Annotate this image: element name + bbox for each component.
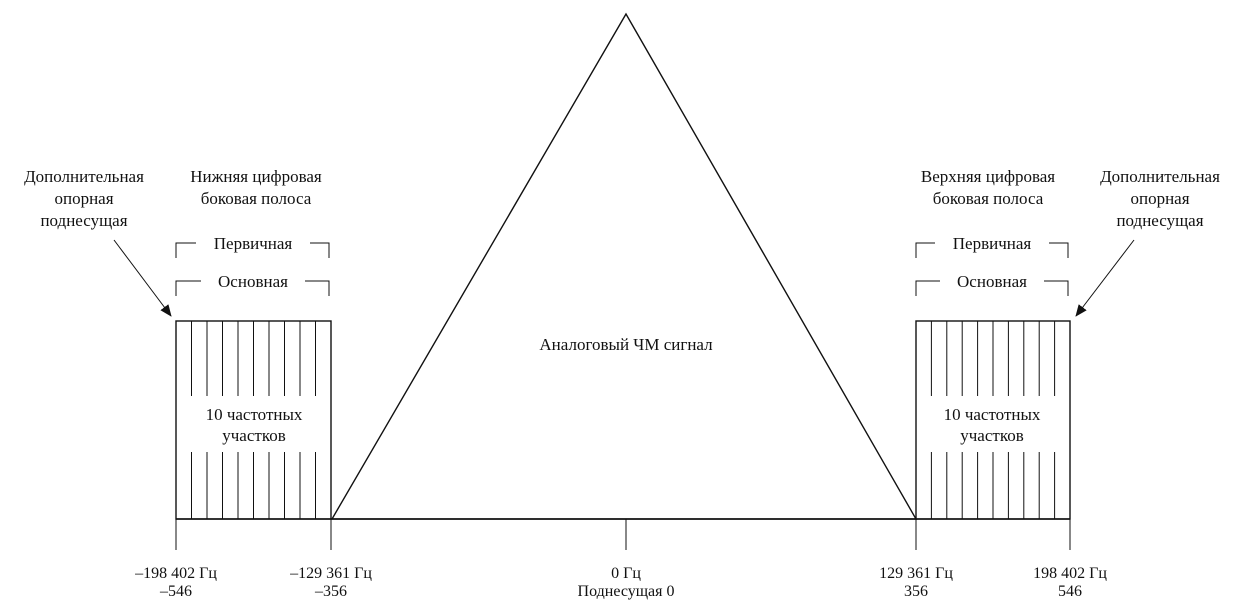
tick-label-subcarrier: –356 bbox=[314, 583, 347, 600]
lower-sideband: 10 частотных участков Нижняя цифровая бо… bbox=[24, 167, 332, 520]
upper-reference-arrow bbox=[1075, 239, 1135, 317]
upper-partitions-label-box bbox=[921, 396, 1062, 452]
tick-label-freq: –198 402 Гц bbox=[134, 565, 217, 582]
lower-partitions-label-line1: 10 частотных bbox=[206, 405, 303, 424]
tick-label-subcarrier: 356 bbox=[904, 583, 928, 600]
lower-reference-line3: поднесущая bbox=[40, 211, 127, 230]
lower-reference-line2: опорная bbox=[54, 189, 113, 208]
lower-reference-arrow bbox=[113, 239, 172, 317]
lower-partitions-label-line2: участков bbox=[222, 426, 286, 445]
upper-main-bracket-left bbox=[915, 280, 940, 296]
lower-primary-label: Первичная bbox=[214, 234, 293, 253]
analog-fm-triangle bbox=[330, 12, 918, 520]
tick-label-subcarrier: Поднесущая 0 bbox=[578, 583, 675, 600]
upper-primary-bracket-right bbox=[1049, 242, 1069, 258]
upper-reference-line1: Дополнительная bbox=[1100, 167, 1220, 186]
lower-partitions-label-box bbox=[181, 396, 322, 452]
upper-sideband-title-line2: боковая полоса bbox=[933, 189, 1044, 208]
upper-primary-label: Первичная bbox=[953, 234, 1032, 253]
lower-reference-line1: Дополнительная bbox=[24, 167, 144, 186]
tick-label-freq: 198 402 Гц bbox=[1033, 565, 1107, 582]
upper-partitions-label-line1: 10 частотных bbox=[944, 405, 1041, 424]
upper-sideband: 10 частотных участков Верхняя цифровая б… bbox=[915, 167, 1220, 520]
upper-main-bracket-right bbox=[1044, 280, 1069, 296]
tick-label-freq: 0 Гц bbox=[611, 565, 641, 582]
axis-ticks bbox=[175, 519, 1071, 550]
upper-reference-line2: опорная bbox=[1130, 189, 1189, 208]
lower-sideband-title-line1: Нижняя цифровая bbox=[190, 167, 322, 186]
upper-primary-bracket-left bbox=[915, 242, 935, 258]
tick-label-freq: 129 361 Гц bbox=[879, 565, 953, 582]
lower-sideband-title-line2: боковая полоса bbox=[201, 189, 312, 208]
lower-primary-bracket-left bbox=[175, 242, 196, 258]
tick-label-freq: –129 361 Гц bbox=[289, 565, 372, 582]
tick-label-subcarrier: 546 bbox=[1058, 583, 1082, 600]
analog-signal-label: Аналоговый ЧМ сигнал bbox=[539, 335, 713, 354]
tick-label-subcarrier: –546 bbox=[159, 583, 192, 600]
upper-partitions-label-line2: участков bbox=[960, 426, 1024, 445]
lower-primary-bracket-right bbox=[310, 242, 330, 258]
upper-sideband-title-line1: Верхняя цифровая bbox=[921, 167, 1055, 186]
upper-main-label: Основная bbox=[957, 272, 1027, 291]
lower-main-bracket-right bbox=[305, 280, 330, 296]
axis-tick-labels: –198 402 Гц –546 –129 361 Гц –356 0 Гц П… bbox=[134, 565, 1107, 600]
lower-main-label: Основная bbox=[218, 272, 288, 291]
lower-main-bracket-left bbox=[175, 280, 201, 296]
upper-reference-line3: поднесущая bbox=[1116, 211, 1203, 230]
